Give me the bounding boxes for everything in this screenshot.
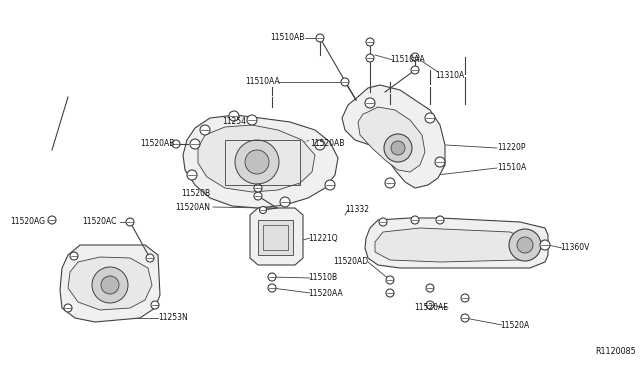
Polygon shape: [60, 245, 160, 322]
Circle shape: [426, 284, 434, 292]
Circle shape: [64, 304, 72, 312]
Circle shape: [259, 206, 266, 214]
Circle shape: [235, 140, 279, 184]
Circle shape: [411, 53, 419, 61]
Circle shape: [540, 240, 550, 250]
Polygon shape: [365, 218, 548, 268]
Circle shape: [70, 252, 78, 260]
Circle shape: [280, 197, 290, 207]
Polygon shape: [342, 85, 445, 188]
Circle shape: [411, 66, 419, 74]
Circle shape: [385, 178, 395, 188]
Circle shape: [365, 98, 375, 108]
Text: 11332: 11332: [345, 205, 369, 215]
Text: 11520AA: 11520AA: [308, 289, 343, 298]
Text: 11520A: 11520A: [500, 321, 529, 330]
Text: 11221Q: 11221Q: [308, 234, 338, 243]
Circle shape: [461, 314, 469, 322]
Circle shape: [425, 113, 435, 123]
Text: 11360V: 11360V: [560, 244, 589, 253]
Circle shape: [190, 139, 200, 149]
Circle shape: [268, 284, 276, 292]
Text: 11520AD: 11520AD: [333, 257, 368, 266]
Circle shape: [435, 157, 445, 167]
Circle shape: [126, 218, 134, 226]
Circle shape: [386, 289, 394, 297]
Polygon shape: [258, 220, 293, 255]
Circle shape: [384, 134, 412, 162]
Circle shape: [517, 237, 533, 253]
Circle shape: [101, 276, 119, 294]
Circle shape: [366, 54, 374, 62]
Polygon shape: [250, 208, 303, 265]
Text: R1120085: R1120085: [595, 347, 636, 356]
Text: 11520AC: 11520AC: [83, 218, 117, 227]
Circle shape: [509, 229, 541, 261]
Circle shape: [341, 78, 349, 86]
Polygon shape: [358, 107, 425, 172]
Circle shape: [391, 141, 405, 155]
Text: 11220P: 11220P: [497, 144, 525, 153]
Circle shape: [426, 301, 434, 309]
Text: 11510AA: 11510AA: [245, 77, 280, 87]
Circle shape: [146, 254, 154, 262]
Text: 11520AE: 11520AE: [414, 304, 448, 312]
Text: 11520AB: 11520AB: [141, 138, 175, 148]
Polygon shape: [68, 257, 152, 310]
Text: 11510A: 11510A: [497, 164, 526, 173]
Text: 11254: 11254: [222, 118, 246, 126]
Circle shape: [254, 184, 262, 192]
Circle shape: [366, 38, 374, 46]
Circle shape: [379, 218, 387, 226]
Circle shape: [247, 115, 257, 125]
Text: 11520AG: 11520AG: [10, 218, 45, 227]
Circle shape: [315, 140, 325, 150]
Circle shape: [172, 140, 180, 148]
Circle shape: [411, 216, 419, 224]
Circle shape: [436, 216, 444, 224]
Text: 11510B: 11510B: [308, 273, 337, 282]
Text: 11310A: 11310A: [435, 71, 464, 80]
Circle shape: [386, 276, 394, 284]
Text: 11520AN: 11520AN: [175, 202, 210, 212]
Circle shape: [151, 301, 159, 309]
Circle shape: [245, 150, 269, 174]
Text: 11520B: 11520B: [181, 189, 210, 198]
Circle shape: [461, 294, 469, 302]
Circle shape: [48, 216, 56, 224]
Circle shape: [229, 111, 239, 121]
Circle shape: [325, 180, 335, 190]
Text: 11520AB: 11520AB: [310, 138, 344, 148]
Circle shape: [187, 170, 197, 180]
Circle shape: [316, 34, 324, 42]
Text: 11253N: 11253N: [158, 314, 188, 323]
Circle shape: [200, 125, 210, 135]
Circle shape: [268, 273, 276, 281]
Circle shape: [254, 192, 262, 200]
Polygon shape: [375, 228, 532, 262]
Text: 11510AA: 11510AA: [390, 55, 425, 64]
Circle shape: [92, 267, 128, 303]
Polygon shape: [198, 125, 315, 192]
Text: 11510AB: 11510AB: [271, 33, 305, 42]
Polygon shape: [183, 115, 338, 208]
